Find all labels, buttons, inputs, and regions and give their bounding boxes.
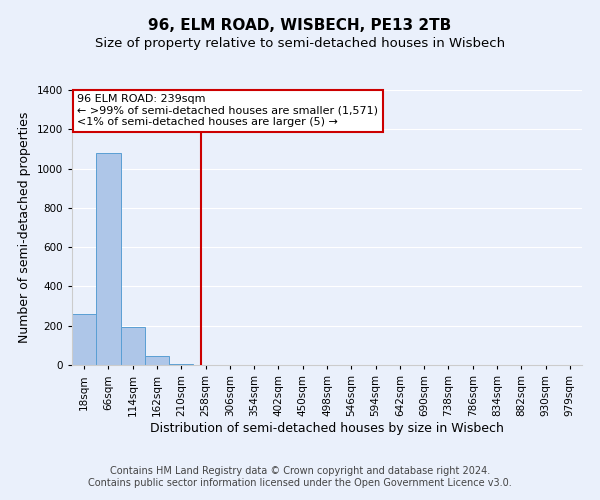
Text: 96 ELM ROAD: 239sqm
← >99% of semi-detached houses are smaller (1,571)
<1% of se: 96 ELM ROAD: 239sqm ← >99% of semi-detac… — [77, 94, 378, 128]
Bar — [96, 153, 121, 365]
Bar — [72, 314, 96, 365]
X-axis label: Distribution of semi-detached houses by size in Wisbech: Distribution of semi-detached houses by … — [150, 422, 504, 434]
Text: 96, ELM ROAD, WISBECH, PE13 2TB: 96, ELM ROAD, WISBECH, PE13 2TB — [148, 18, 452, 32]
Y-axis label: Number of semi-detached properties: Number of semi-detached properties — [18, 112, 31, 343]
Bar — [145, 356, 169, 365]
Text: Contains HM Land Registry data © Crown copyright and database right 2024.
Contai: Contains HM Land Registry data © Crown c… — [88, 466, 512, 487]
Text: Size of property relative to semi-detached houses in Wisbech: Size of property relative to semi-detach… — [95, 38, 505, 51]
Bar — [121, 326, 145, 365]
Bar — [169, 364, 193, 365]
